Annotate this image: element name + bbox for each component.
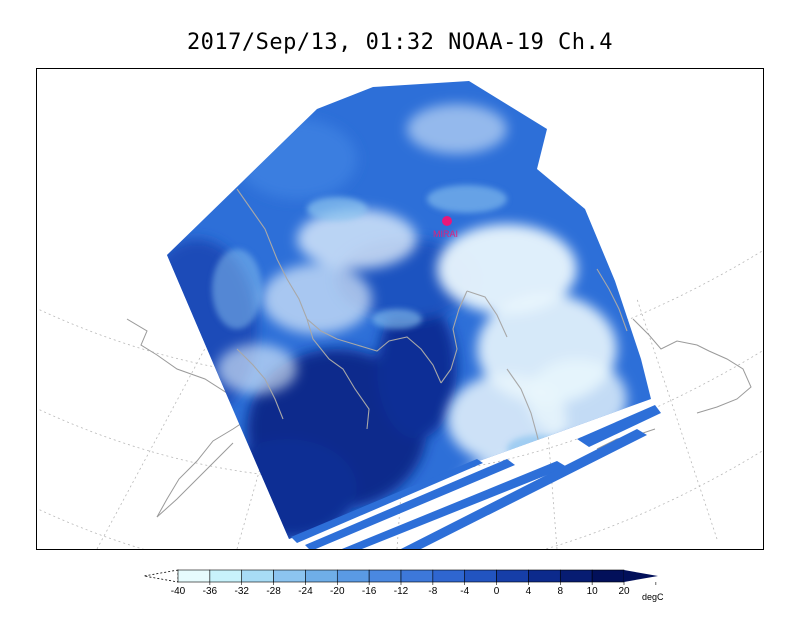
colorbar-box	[559, 569, 593, 583]
colorbar-box	[528, 569, 561, 583]
satellite-map: MIRAI	[36, 68, 764, 550]
colorbar-box	[368, 569, 402, 583]
station-label: MIRAI	[433, 229, 458, 239]
colorbar-box	[273, 569, 306, 583]
colorbar-box	[400, 569, 434, 583]
colorbar-unit: degC	[642, 592, 664, 602]
colorbar-tick-label: -24	[298, 586, 313, 597]
colorbar-upper-arrow	[624, 570, 658, 582]
colorbar-tick-label: -12	[394, 586, 409, 597]
colorbar-tick-label: 0	[494, 586, 500, 597]
colorbar: -40 -36 -32 -28 -24 -20 -16 -12 -8 -4 0 4 8 10 20 degC	[143, 569, 664, 602]
colorbar-box	[432, 569, 466, 583]
colorbar-tick-label: -28	[266, 586, 281, 597]
scan-stripes	[291, 405, 661, 549]
colorbar-tick-label: -36	[203, 586, 218, 597]
colorbar-tick-label: -20	[330, 586, 345, 597]
colorbar-tick-label: 10	[587, 586, 599, 597]
colorbar-box	[336, 569, 370, 583]
colorbar-box	[209, 569, 243, 583]
colorbar-tick-label: 20	[618, 586, 630, 597]
colorbar-lower-arrow	[143, 569, 179, 583]
colorbar-tick-label: -32	[234, 586, 249, 597]
colorbar-box	[177, 569, 211, 583]
colorbar-box	[305, 569, 338, 583]
station-marker: MIRAI	[433, 216, 458, 239]
map-title: 2017/Sep/13, 01:32 NOAA-19 Ch.4	[186, 30, 614, 55]
colorbar-tick-label: -40	[171, 586, 186, 597]
colorbar-tick-label: -16	[362, 586, 377, 597]
colorbar-tick-label: 4	[526, 586, 532, 597]
colorbar-box	[241, 569, 274, 583]
colorbar-tick-label: -4	[460, 586, 469, 597]
colorbar-box	[496, 569, 529, 583]
colorbar-tick-label: -8	[428, 586, 437, 597]
colorbar-box	[591, 569, 625, 583]
colorbar-box	[464, 569, 497, 583]
colorbar-tick-label: 8	[558, 586, 564, 597]
satellite-swath	[167, 81, 651, 539]
